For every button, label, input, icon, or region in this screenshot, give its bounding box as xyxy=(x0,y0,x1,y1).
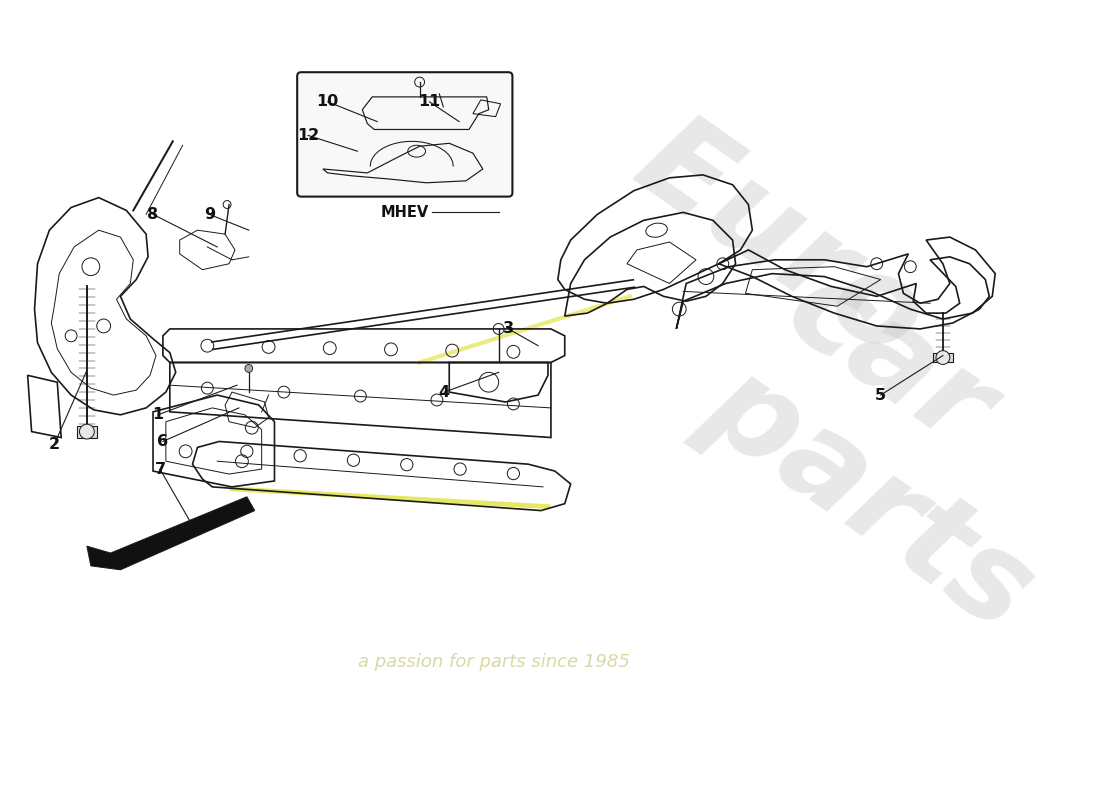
Text: 4: 4 xyxy=(439,385,450,400)
Text: parts: parts xyxy=(683,343,1055,654)
Text: 2: 2 xyxy=(48,437,59,452)
Bar xyxy=(933,353,953,362)
Circle shape xyxy=(936,350,949,365)
Text: 9: 9 xyxy=(204,207,214,222)
Text: 8: 8 xyxy=(147,207,158,222)
Text: car: car xyxy=(763,248,1013,473)
FancyBboxPatch shape xyxy=(297,72,513,197)
Text: a passion for parts since 1985: a passion for parts since 1985 xyxy=(358,653,629,670)
Text: 6: 6 xyxy=(157,434,168,449)
Text: Euro: Euro xyxy=(614,100,946,384)
Text: 10: 10 xyxy=(317,94,339,110)
Text: MHEV: MHEV xyxy=(381,205,429,219)
Text: 5: 5 xyxy=(876,387,887,402)
Circle shape xyxy=(245,365,253,372)
Polygon shape xyxy=(87,497,255,570)
Text: 12: 12 xyxy=(297,128,319,143)
Text: 7: 7 xyxy=(154,462,165,477)
Text: 3: 3 xyxy=(503,322,514,337)
Text: 11: 11 xyxy=(418,94,441,110)
Bar xyxy=(77,426,97,438)
Text: 1: 1 xyxy=(153,407,164,422)
Circle shape xyxy=(79,424,95,439)
